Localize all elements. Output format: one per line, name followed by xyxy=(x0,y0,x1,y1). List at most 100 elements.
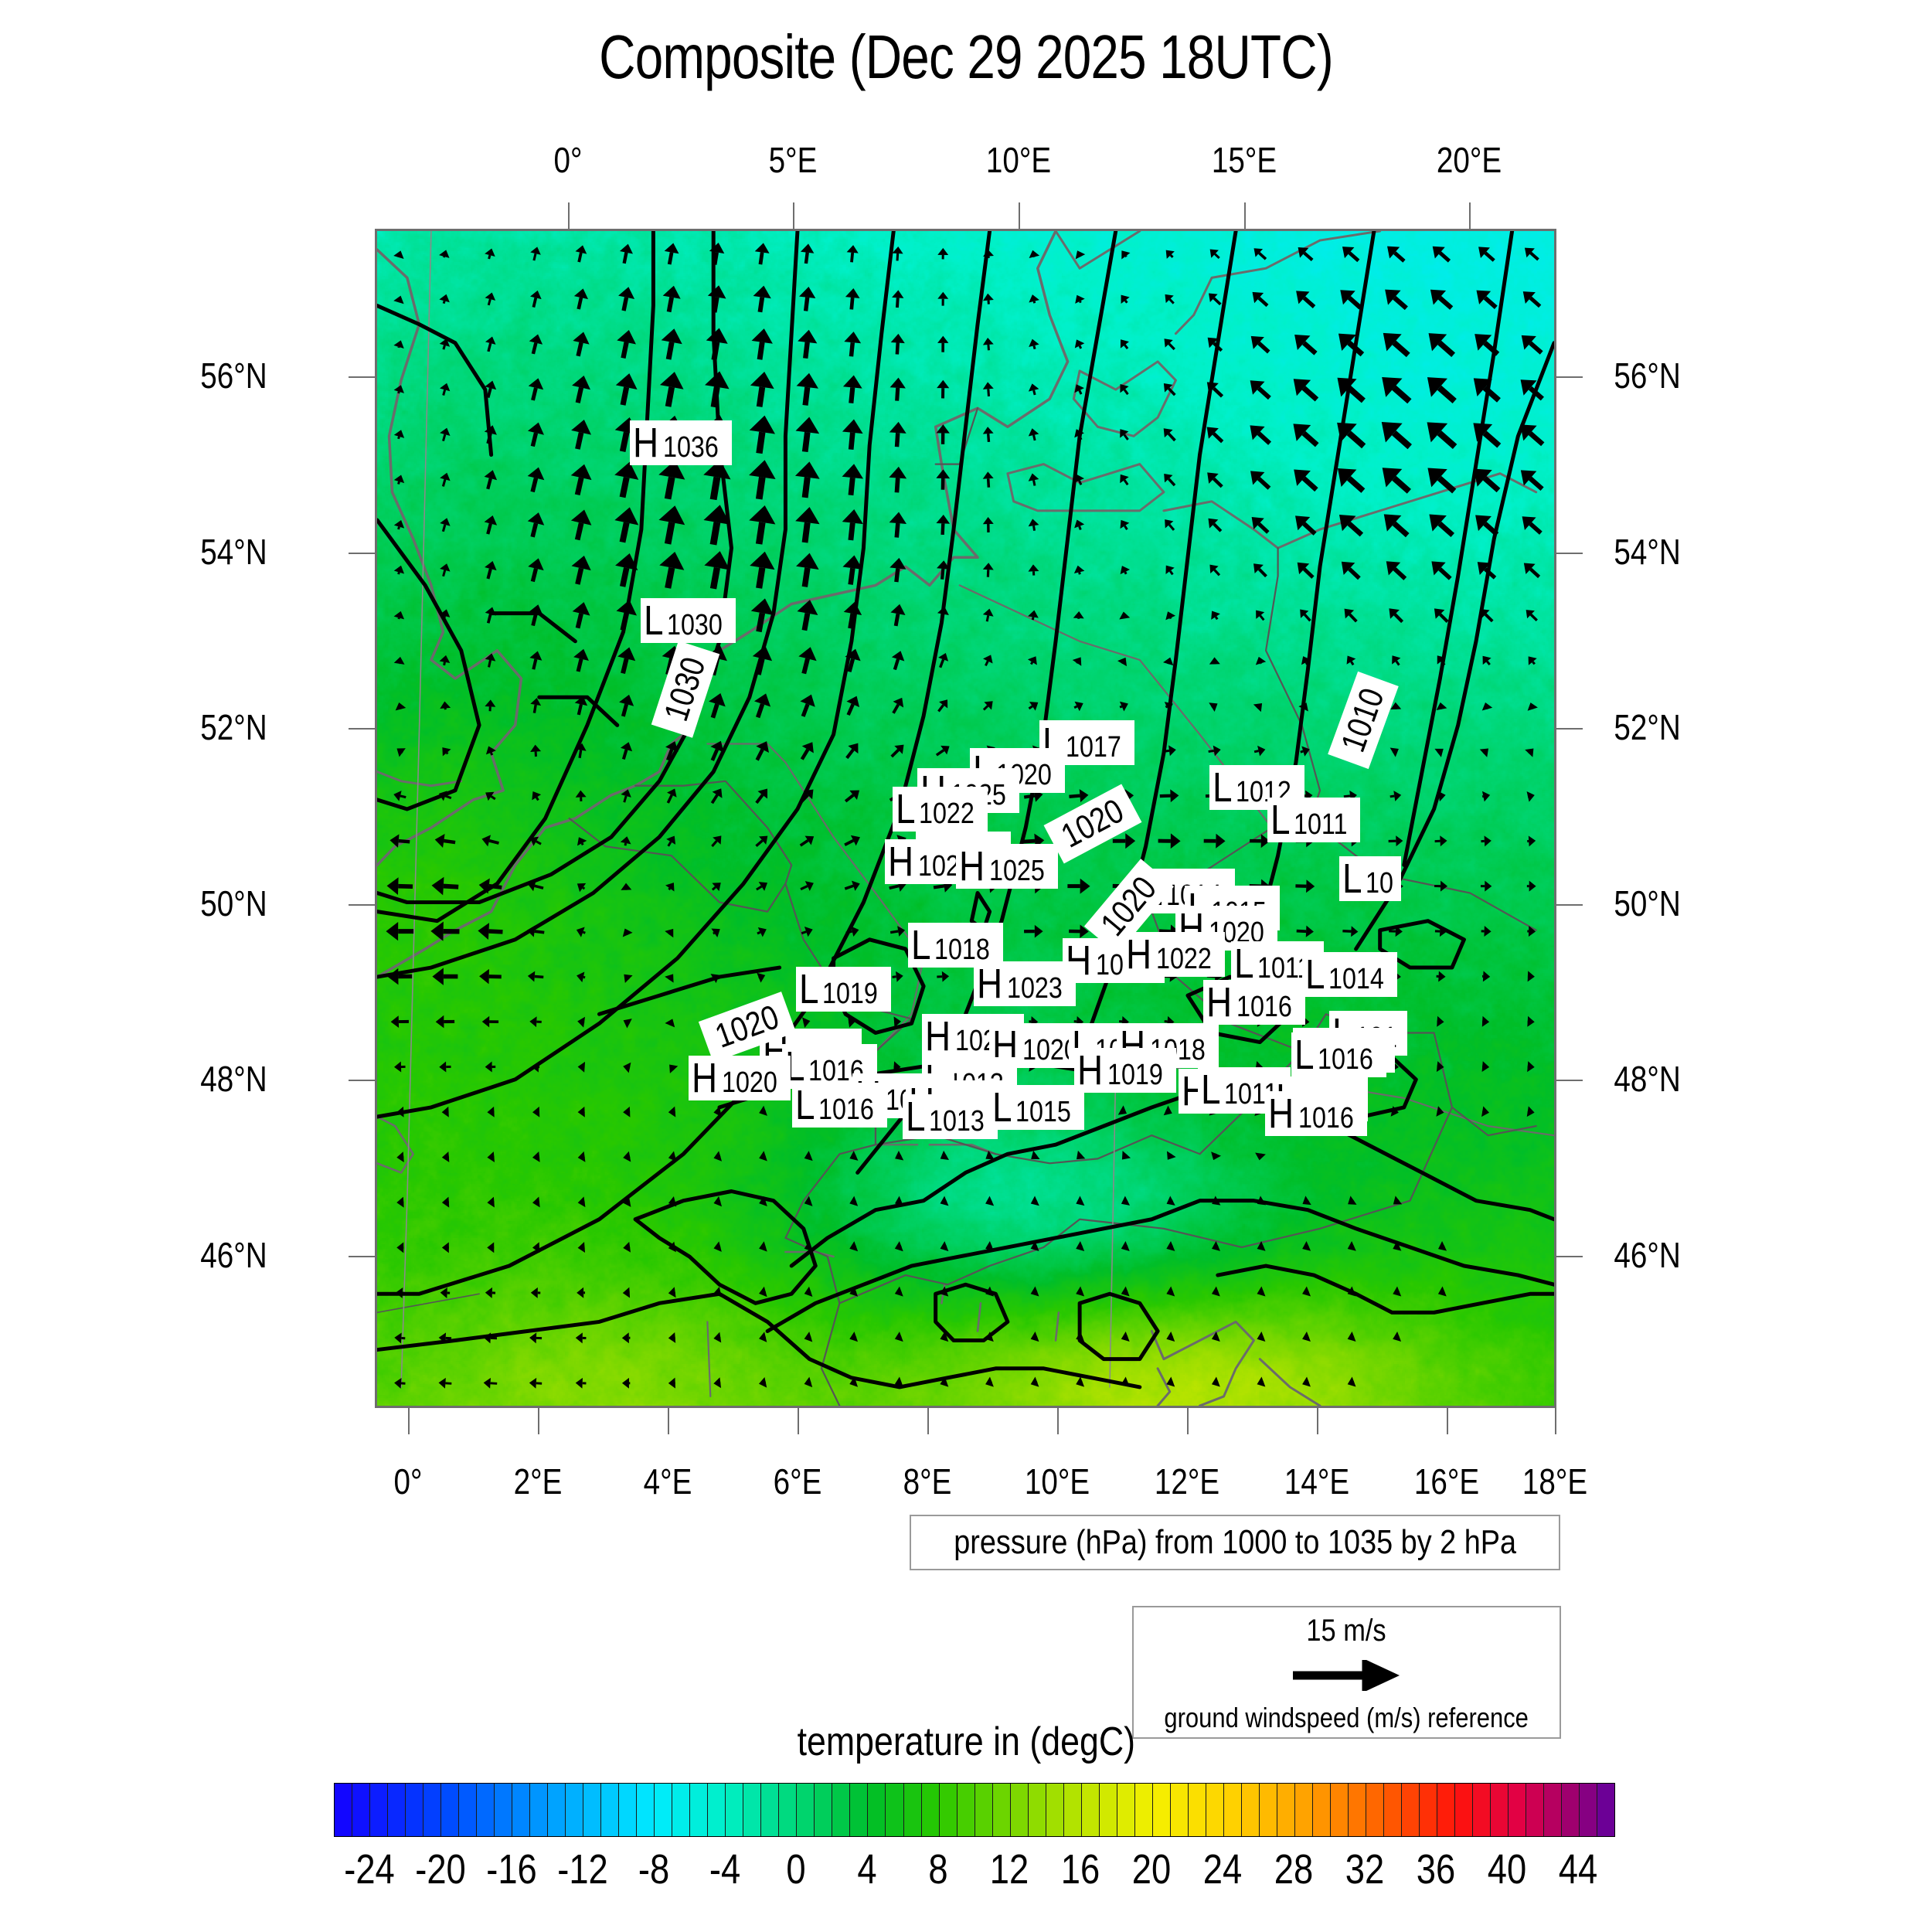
wind-arrow xyxy=(484,425,497,444)
colorbar-cell xyxy=(726,1784,744,1836)
wind-arrow xyxy=(1073,701,1083,712)
colorbar-cell xyxy=(957,1784,975,1836)
wind-arrow xyxy=(1300,609,1311,622)
wind-arrow xyxy=(1302,1376,1311,1387)
isobar-1024 xyxy=(377,231,800,979)
colorbar-tick-label: 0 xyxy=(786,1846,806,1893)
wind-arrow xyxy=(666,788,677,804)
colorbar-cell xyxy=(637,1784,655,1836)
wind-arrow xyxy=(1527,1061,1535,1073)
wind-arrow xyxy=(1121,1241,1130,1251)
wind-arrow xyxy=(844,332,862,357)
wind-arrow xyxy=(844,880,860,891)
wind-arrow xyxy=(936,515,951,536)
wind-arrow xyxy=(1296,291,1316,308)
wind-arrow xyxy=(532,791,542,801)
wind-arrow xyxy=(438,1377,452,1389)
wind-arrow xyxy=(1076,1241,1085,1251)
wind-arrow xyxy=(1295,879,1315,893)
pressure-label-type: H xyxy=(959,843,985,889)
wind-arrow xyxy=(703,505,731,546)
wind-arrow xyxy=(757,972,766,983)
wind-arrow xyxy=(891,651,905,671)
axis-tick xyxy=(1556,1256,1583,1257)
meridian-extra xyxy=(377,1293,480,1314)
wind-arrow xyxy=(386,877,413,896)
wind-arrow xyxy=(617,329,636,359)
wind-arrow xyxy=(530,1287,541,1298)
colorbar-cell xyxy=(477,1784,495,1836)
wind-arrow xyxy=(1427,468,1457,494)
wind-arrow xyxy=(395,702,406,711)
pressure-label-type: H xyxy=(925,1013,951,1060)
isobar-1030 xyxy=(377,518,481,811)
wind-arrow xyxy=(1388,835,1403,847)
colorbar-cell xyxy=(1152,1784,1171,1836)
wind-arrow xyxy=(1338,515,1364,537)
pressure-label-type: H xyxy=(1268,1090,1294,1137)
axis-tick xyxy=(349,376,375,378)
wind-arrow xyxy=(1207,337,1223,352)
wind-arrow xyxy=(713,1196,723,1207)
wind-arrow xyxy=(985,1286,994,1297)
coastline-thames xyxy=(377,770,463,787)
wind-arrow xyxy=(532,1061,540,1073)
wind-arrow xyxy=(1209,702,1218,713)
axis-tick xyxy=(1556,728,1583,730)
wind-arrow xyxy=(1073,611,1084,619)
wind-arrow xyxy=(577,1016,586,1028)
axis-top-label: 15°E xyxy=(1211,140,1277,180)
pressure-label-value: 1023 xyxy=(1007,972,1063,1005)
wind-arrow xyxy=(1209,293,1222,306)
colorbar-cell xyxy=(1597,1784,1615,1836)
map-canvas[interactable] xyxy=(375,229,1556,1408)
wind-arrow xyxy=(982,608,994,622)
wind-arrow xyxy=(1159,789,1179,803)
wind-arrow xyxy=(848,1016,855,1028)
colorbar-tick-label: 36 xyxy=(1416,1846,1456,1893)
wind-arrow xyxy=(1524,247,1539,261)
wind-arrow xyxy=(438,791,452,801)
wind-arrow xyxy=(622,928,633,937)
wind-arrow xyxy=(1344,608,1358,623)
wind-arrow xyxy=(621,1377,631,1389)
wind-arrow xyxy=(528,558,544,583)
wind-arrow xyxy=(937,335,949,352)
wind-arrow xyxy=(1030,1286,1039,1297)
map-panel[interactable]: H1036L1030L1017L1020H1025L1022L1012L1011… xyxy=(375,229,1556,1408)
wind-arrow xyxy=(703,459,731,501)
axis-left-label: 50°N xyxy=(200,883,267,923)
wind-arrow xyxy=(1077,1150,1086,1160)
pressure-label-value: 1017 xyxy=(1066,731,1121,764)
wind-arrow xyxy=(1346,655,1356,666)
colorbar-cell xyxy=(495,1784,513,1836)
pressure-label-type: H xyxy=(692,1055,718,1101)
wind-arrow xyxy=(485,380,497,399)
wind-arrow xyxy=(1382,468,1411,494)
axis-tick xyxy=(349,1256,375,1257)
wind-arrow xyxy=(1475,515,1499,536)
wind-arrow xyxy=(1294,469,1318,492)
wind-arrow xyxy=(575,245,587,263)
pressure-label-value: 1019 xyxy=(1107,1059,1163,1091)
wind-arrow xyxy=(940,1241,949,1252)
axis-tick xyxy=(1244,202,1246,229)
wind-arrow xyxy=(1527,702,1538,711)
wind-arrow xyxy=(1119,701,1128,712)
wind-arrow xyxy=(440,427,451,442)
wind-arrow xyxy=(804,1286,813,1297)
pressure-label-type: L xyxy=(1213,764,1233,811)
axis-bottom-label: 8°E xyxy=(903,1461,952,1502)
wind-arrow xyxy=(529,1016,542,1028)
wind-arrow xyxy=(935,745,950,757)
colorbar-tick-label: 16 xyxy=(1060,1846,1100,1893)
wind-arrow xyxy=(1121,1376,1130,1387)
wind-arrow xyxy=(393,791,406,801)
wind-arrow xyxy=(983,655,993,667)
wind-arrow xyxy=(1527,1015,1535,1027)
wind-arrow xyxy=(846,696,860,716)
axis-tick xyxy=(1556,904,1583,906)
wind-arrow xyxy=(666,835,676,847)
